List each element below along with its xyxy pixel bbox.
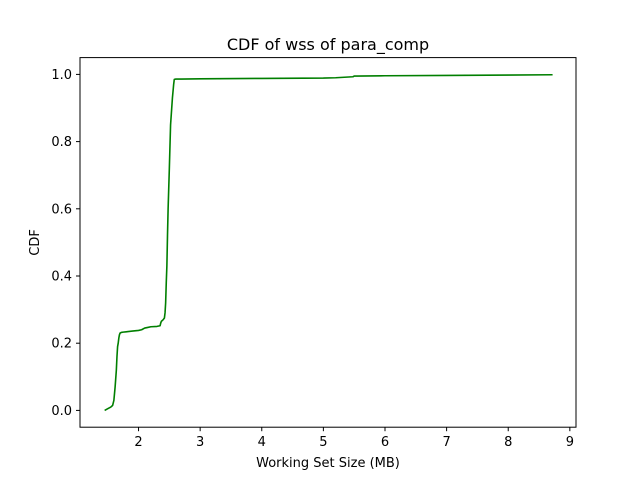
x-tick-label: 2 xyxy=(134,435,142,450)
chart-title: CDF of wss of para_comp xyxy=(227,35,429,55)
y-tick-label: 0.8 xyxy=(51,135,72,150)
axes-frame xyxy=(79,57,577,428)
x-tick-label: 8 xyxy=(504,435,512,450)
y-tick-label: 0.2 xyxy=(51,337,72,352)
cdf-series-line-0 xyxy=(104,73,553,412)
x-tick-label: 3 xyxy=(196,435,204,450)
y-axis-label: CDF xyxy=(28,229,43,256)
x-tick-label: 6 xyxy=(381,435,389,450)
x-tick-label: 9 xyxy=(566,435,574,450)
x-axis-ticks: 2 3 4 5 6 7 8 9 xyxy=(134,427,574,450)
x-tick-label: 7 xyxy=(442,435,450,450)
y-tick-label: 0.0 xyxy=(51,404,72,419)
plot-area xyxy=(104,73,553,412)
y-tick-label: 0.6 xyxy=(51,202,72,217)
y-tick-label: 0.4 xyxy=(51,270,72,285)
y-axis-ticks: 0.0 0.2 0.4 0.6 0.8 1.0 xyxy=(51,68,80,419)
x-tick-label: 4 xyxy=(258,435,266,450)
y-tick-label: 1.0 xyxy=(51,68,72,83)
x-tick-label: 5 xyxy=(319,435,327,450)
x-axis-label: Working Set Size (MB) xyxy=(256,456,400,471)
